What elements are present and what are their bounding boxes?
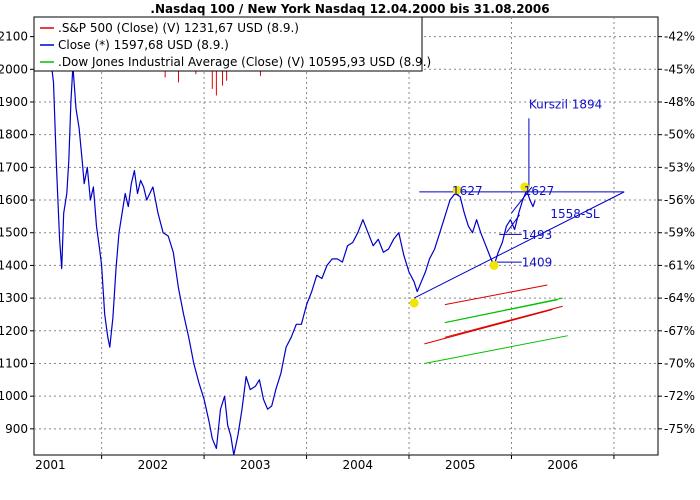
y-tick-label-left: 1800 xyxy=(0,128,28,142)
y-tick-label-left: 1900 xyxy=(0,95,28,109)
y-tick-label-right: -42% xyxy=(664,30,695,44)
trend-line xyxy=(413,191,625,299)
y-tick-label-right: -64% xyxy=(664,291,695,305)
annotation-label: 1493 xyxy=(522,228,553,242)
y-tick-label-right: -61% xyxy=(664,258,695,272)
trend-line xyxy=(511,186,533,214)
y-tick-label-right: -72% xyxy=(664,389,695,403)
x-tick-label: 2001 xyxy=(35,458,66,472)
right-axis-ticks: -75% -72% -70% -67% -64% -61% -59% -56% -53% -50%… xyxy=(658,30,695,436)
y-tick-label-right: -67% xyxy=(664,324,695,338)
x-tick-label: 2006 xyxy=(547,458,578,472)
highlight-marker xyxy=(409,298,419,308)
x-axis-ticks: 2001 2002 2003 2004 2005 2006 xyxy=(35,455,615,472)
x-tick-label: 2004 xyxy=(343,458,374,472)
highlight-marker xyxy=(520,182,530,192)
markers xyxy=(409,182,530,308)
y-tick-label-left: 1700 xyxy=(0,160,28,174)
annotation-label: 1409 xyxy=(522,255,553,269)
y-tick-label-right: -70% xyxy=(664,356,695,370)
y-tick-label-right: -53% xyxy=(664,160,695,174)
trend-line xyxy=(424,309,553,345)
y-tick-label-left: 900 xyxy=(5,422,28,436)
y-tick-label-right: -59% xyxy=(664,226,695,240)
x-tick-label: 2002 xyxy=(138,458,169,472)
legend-box xyxy=(33,16,423,72)
highlight-marker xyxy=(489,260,499,270)
annotation-labels: Kurszil 1894 1627 1627 1558-SL 1493 1409 xyxy=(452,97,602,269)
y-tick-label-left: 2100 xyxy=(0,30,28,44)
y-tick-label-right: -75% xyxy=(664,422,695,436)
y-tick-label-left: 1600 xyxy=(0,193,28,207)
annotation-label: 1627 xyxy=(524,184,555,198)
plot-area xyxy=(33,16,659,456)
y-tick-label-left: 1400 xyxy=(0,258,28,272)
trend-line xyxy=(444,299,558,324)
highlight-marker xyxy=(452,185,462,195)
annotation-label: Kurszil 1894 xyxy=(529,97,602,111)
annotation-label: 1627 xyxy=(452,184,483,198)
y-tick-label-left: 1300 xyxy=(0,291,28,305)
legend-entry: .Dow Jones Industrial Average (Close) (V… xyxy=(58,55,431,69)
grid xyxy=(34,17,658,455)
y-tick-label-right: -50% xyxy=(664,128,695,142)
trend-line xyxy=(444,305,563,338)
chart-title: .Nasdaq 100 / New York Nasdaq 12.04.2000… xyxy=(150,2,549,16)
y-tick-label-right: -48% xyxy=(664,95,695,109)
trend-line xyxy=(444,284,548,306)
left-axis-ticks: 900 1000 1100 1200 1300 1400 1500 1600 1700 1800 1… xyxy=(0,30,34,436)
annotation-label: 1558-SL xyxy=(550,207,599,221)
y-tick-label-left: 1100 xyxy=(0,356,28,370)
trend-line xyxy=(424,335,568,364)
y-tick-label-left: 2000 xyxy=(0,62,28,76)
y-tick-label-right: -45% xyxy=(664,62,695,76)
legend-entry: .S&P 500 (Close) (V) 1231,67 USD (8.9.) xyxy=(58,21,299,35)
y-tick-label-left: 1500 xyxy=(0,226,28,240)
y-tick-label-left: 1200 xyxy=(0,324,28,338)
legend: .S&P 500 (Close) (V) 1231,67 USD (8.9.) C… xyxy=(33,16,431,72)
legend-entry: Close (*) 1597,68 USD (8.9.) xyxy=(58,38,229,52)
x-tick-label: 2003 xyxy=(240,458,271,472)
x-tick-label: 2005 xyxy=(445,458,476,472)
y-tick-label-right: -56% xyxy=(664,193,695,207)
y-tick-label-left: 1000 xyxy=(0,389,28,403)
